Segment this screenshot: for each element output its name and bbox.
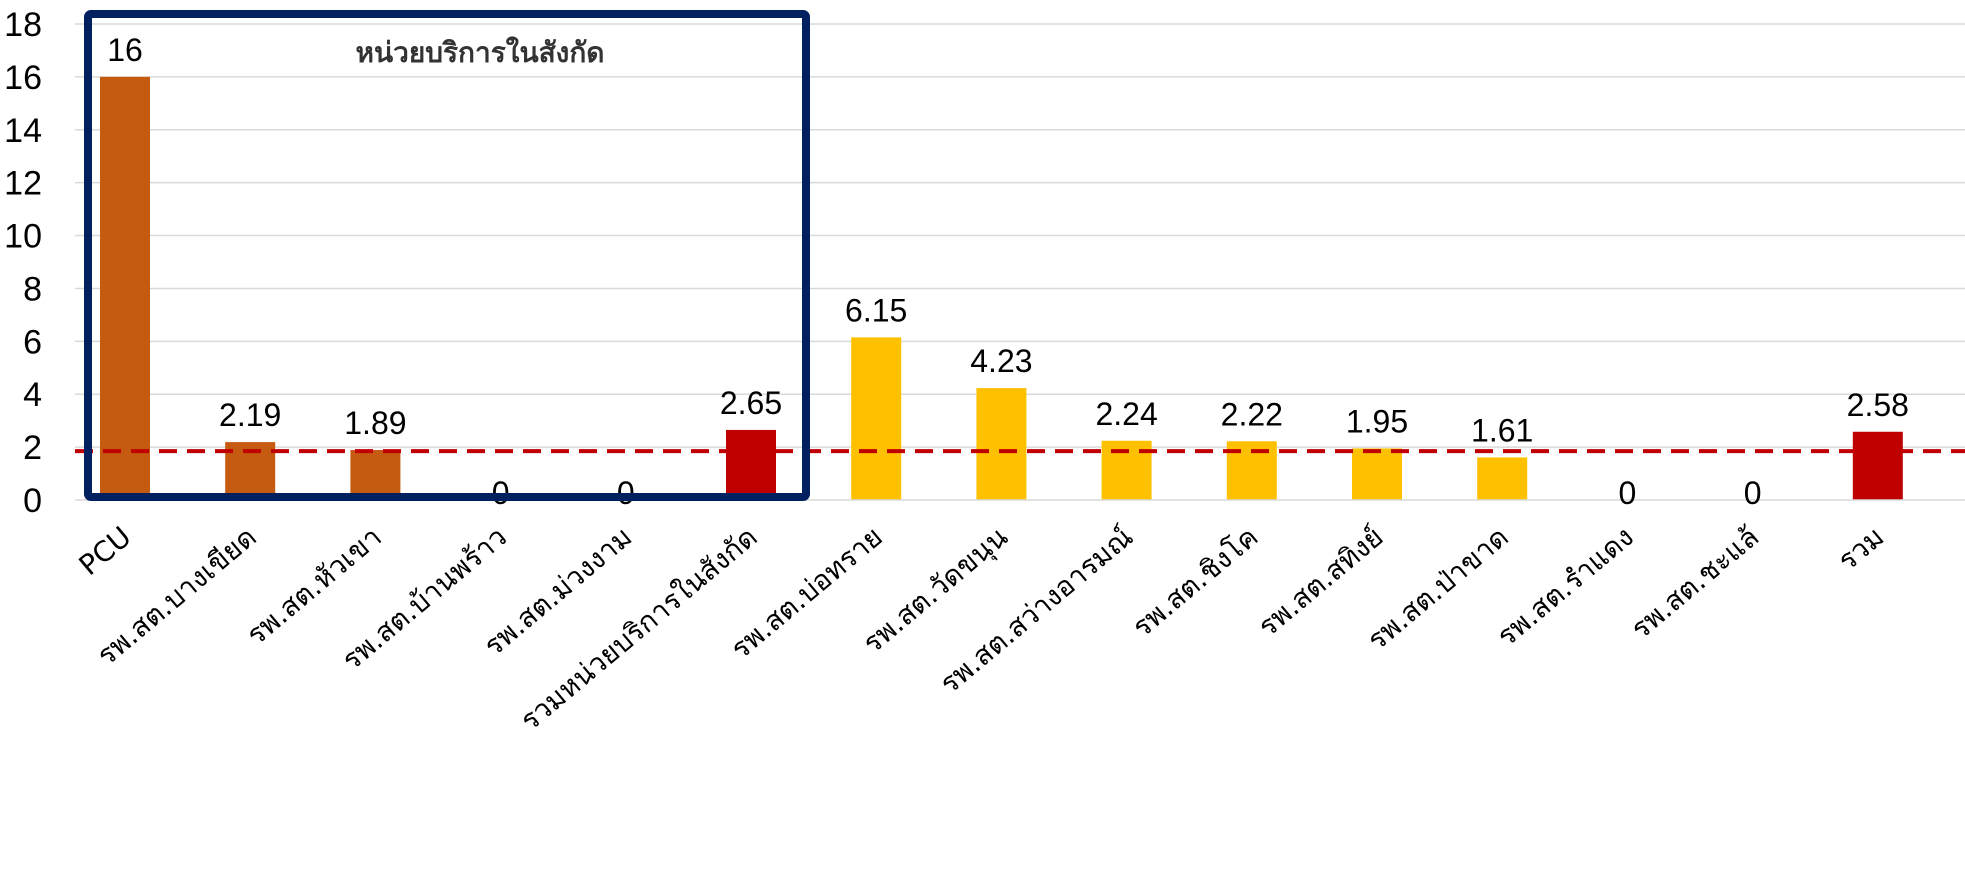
y-tick-label: 8: [23, 270, 42, 308]
data-label: 2.58: [1847, 387, 1909, 423]
bar: [1352, 448, 1402, 500]
bar: [1477, 457, 1528, 500]
x-category-label: PCU: [73, 520, 138, 582]
bars: [100, 76, 1903, 500]
bar: [976, 388, 1027, 500]
bar: [1852, 431, 1903, 500]
data-label: 1.61: [1471, 412, 1533, 448]
x-category-label: รพ.สต.รำแดง: [1491, 520, 1640, 653]
data-label: 2.22: [1221, 396, 1283, 432]
bar: [851, 337, 902, 500]
y-tick-label: 4: [23, 376, 42, 414]
data-labels: 16 2.19 1.89 0 0 2.65 6.15 4.23 2.24 2.22 1.95 1.61…: [107, 32, 1909, 511]
x-category-label: รพ.สต.ชิงโค: [1126, 520, 1264, 644]
y-tick-label: 14: [4, 112, 42, 150]
y-tick-label: 2: [23, 429, 42, 467]
bar: [726, 429, 776, 500]
data-label: 0: [1619, 475, 1637, 511]
x-axis-categories: PCUรพ.สต.บางเขียดรพ.สต.หัวเขารพ.สต.บ้านพ…: [73, 520, 1891, 737]
data-label: 1.89: [344, 405, 406, 441]
y-tick-label: 0: [23, 482, 42, 520]
y-axis-ticks: 0 2 4 6 8 10 12 14 16 18: [4, 6, 42, 520]
grid-lines: [75, 23, 1965, 448]
bar: [100, 76, 150, 500]
x-category-label: รวมหน่วยบริการในสังกัด: [514, 520, 764, 737]
data-label: 0: [1744, 475, 1762, 511]
x-category-label: รวม: [1831, 520, 1890, 577]
data-label: 2.24: [1095, 396, 1157, 432]
y-tick-label: 10: [4, 218, 42, 256]
y-tick-label: 18: [4, 6, 42, 44]
data-label: 4.23: [970, 343, 1032, 379]
bar: [350, 450, 401, 500]
y-tick-label: 6: [23, 323, 42, 361]
data-label: 1.95: [1346, 403, 1408, 439]
data-label: 16: [107, 32, 143, 68]
x-category-label: รพ.สต.ชะแล้: [1625, 520, 1766, 645]
y-tick-label: 12: [4, 165, 42, 203]
highlight-box-label: หน่วยบริการในสังกัด: [356, 36, 605, 69]
data-label: 6.15: [845, 292, 907, 328]
data-label: 2.65: [720, 385, 782, 421]
y-tick-label: 16: [4, 59, 42, 97]
data-label: 2.19: [219, 397, 281, 433]
highlight-box: [84, 10, 810, 501]
